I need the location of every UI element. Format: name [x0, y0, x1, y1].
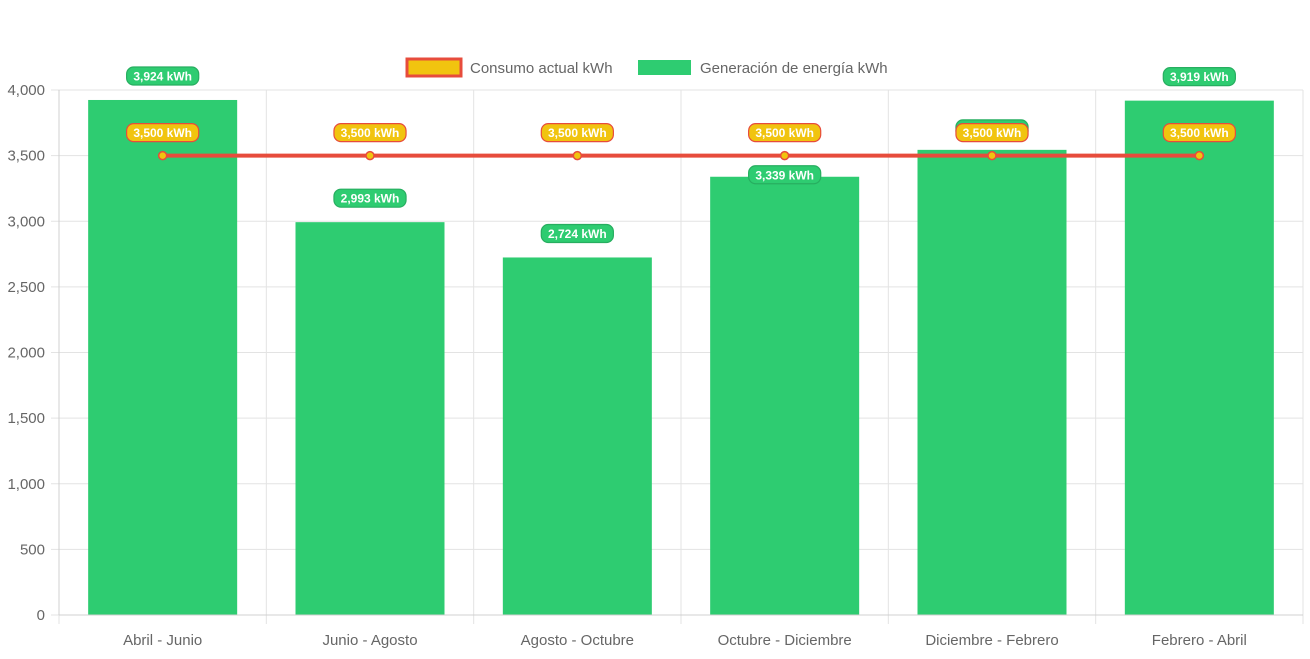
y-tick-label: 2,500 — [7, 279, 45, 296]
x-tick-label: Agosto - Octubre — [521, 632, 634, 649]
data-label-bar-text: 3,924 kWh — [133, 69, 192, 83]
legend-swatch-generacion[interactable] — [638, 60, 691, 75]
legend-swatch-consumo[interactable] — [405, 57, 463, 78]
data-label-line-text: 3,500 kWh — [963, 126, 1022, 140]
point-consumo[interactable] — [987, 150, 997, 161]
grid-layer — [51, 89, 1304, 624]
data-label-line: 3,500 kWh — [540, 123, 614, 143]
data-label-bar-text: 2,993 kWh — [341, 192, 400, 206]
data-label-line: 3,500 kWh — [748, 123, 822, 143]
data-label-bar: 3,924 kWh — [126, 66, 200, 86]
data-label-line-bg — [540, 123, 614, 143]
data-label-line-bg — [748, 123, 822, 143]
point-consumo[interactable] — [572, 150, 583, 161]
point-consumo[interactable] — [365, 150, 375, 161]
data-label-bar-bg — [1162, 67, 1236, 87]
y-tick-label: 0 — [37, 607, 45, 624]
data-label-bar-bg — [333, 188, 407, 208]
bar-generacion[interactable] — [295, 222, 445, 615]
data-label-line-bg — [1162, 123, 1236, 143]
x-tick-label: Febrero - Abril — [1152, 632, 1247, 649]
data-label-bar: 2,993 kWh — [333, 188, 407, 208]
data-label-bar: 2,724 kWh — [540, 223, 614, 244]
data-label-line-bg — [333, 123, 407, 143]
data-label-bar-text: 3,339 kWh — [755, 168, 814, 182]
data-label-line: 3,500 kWh — [1162, 123, 1236, 143]
point-consumo[interactable] — [1194, 150, 1205, 161]
data-label-line-bg — [955, 123, 1029, 143]
bar-generacion[interactable] — [1124, 100, 1274, 616]
data-label-line-text: 3,500 kWh — [548, 126, 607, 140]
bars-layer — [88, 99, 1274, 616]
bar-generacion[interactable] — [917, 149, 1067, 615]
data-label-line-text: 3,500 kWh — [133, 126, 192, 140]
point-consumo[interactable] — [157, 150, 168, 161]
line-layer — [157, 150, 1205, 161]
data-label-bar-bg — [748, 165, 822, 185]
data-label-bar-bg — [126, 66, 200, 86]
data-label-line: 3,500 kWh — [955, 123, 1029, 143]
data-label-bar: 3,919 kWh — [1162, 67, 1236, 87]
bar-generacion[interactable] — [88, 99, 238, 616]
x-tick-label: Octubre - Diciembre — [718, 632, 852, 649]
legend-label-consumo[interactable]: Consumo actual kWh — [470, 60, 613, 77]
y-tick-label: 1,000 — [7, 476, 45, 493]
x-tick-label: Abril - Junio — [123, 632, 202, 649]
y-tick-label: 1,500 — [7, 410, 45, 427]
data-label-bar-text: 3,919 kWh — [1170, 70, 1229, 84]
bar-generacion[interactable] — [502, 257, 652, 615]
bar-generacion[interactable] — [710, 176, 860, 615]
y-tick-label: 4,000 — [7, 82, 45, 99]
x-tick-label: Diciembre - Febrero — [925, 632, 1058, 649]
x-tick-label: Junio - Agosto — [322, 632, 417, 649]
data-label-bar: 3,339 kWh — [748, 165, 822, 185]
y-tick-label: 500 — [20, 541, 45, 558]
y-tick-label: 2,000 — [7, 345, 45, 362]
data-label-line-text: 3,500 kWh — [1170, 126, 1229, 140]
legend: Consumo actual kWh Generación de energía… — [405, 57, 888, 78]
data-label-line: 3,500 kWh — [126, 123, 200, 143]
data-label-line-text: 3,500 kWh — [341, 126, 400, 140]
data-label-bar-text: 2,724 kWh — [548, 227, 607, 241]
data-label-line: 3,500 kWh — [333, 123, 407, 143]
data-label-line-text: 3,500 kWh — [755, 126, 814, 140]
y-tick-label: 3,000 — [7, 213, 45, 230]
data-label-bar-bg — [540, 223, 614, 244]
legend-label-generacion[interactable]: Generación de energía kWh — [700, 60, 888, 77]
point-consumo[interactable] — [779, 150, 790, 161]
data-label-line-bg — [126, 123, 200, 143]
axes-layer: 0 500 1,000 1,500 2,000 2,500 3,000 3,500 4,000 A… — [7, 82, 1303, 649]
y-tick-label: 3,500 — [7, 148, 45, 165]
